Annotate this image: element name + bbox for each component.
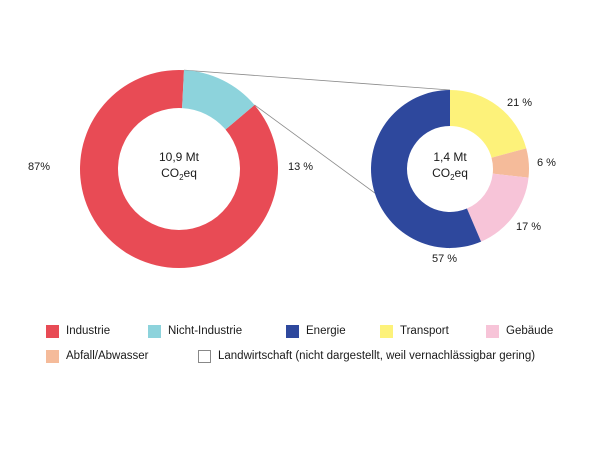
legend-label-transport: Transport: [400, 325, 449, 337]
legend-swatch-industrie: [46, 324, 59, 338]
legend-swatch-abfall: [46, 349, 59, 363]
slice-abfall-abwasser: [491, 148, 529, 178]
label-gebaeude: 17 %: [516, 221, 541, 233]
legend-label-energie: Energie: [306, 325, 346, 337]
slice-industrie: [80, 70, 278, 268]
donut-chart-total: [80, 70, 278, 268]
legend-item-transport: Transport: [380, 324, 486, 338]
label-abfall: 6 %: [537, 157, 556, 169]
legend-item-nicht-industrie: Nicht-Industrie: [148, 324, 286, 338]
legend-swatch-transport: [380, 324, 393, 338]
legend-label-landwirtschaft: Landwirtschaft (nicht dargestellt, weil …: [218, 350, 536, 362]
slice-gebaeude: [466, 173, 529, 242]
legend-item-gebaeude: Gebäude: [486, 324, 576, 338]
legend-label-gebaeude: Gebäude: [506, 325, 554, 337]
legend-item-abfall: Abfall/Abwasser: [46, 349, 198, 363]
legend-row-1: Industrie Nicht-Industrie Energie Transp…: [46, 322, 586, 340]
label-energie: 57 %: [432, 253, 457, 265]
legend-row-2: Abfall/Abwasser Landwirtschaft (nicht da…: [46, 347, 586, 365]
legend-label-abfall: Abfall/Abwasser: [66, 350, 149, 362]
donut1-center-line2: CO2eq: [161, 166, 197, 182]
label-nicht-industrie: 13 %: [288, 161, 313, 173]
slice-nicht-industrie: [182, 70, 255, 130]
slice-energie: [371, 90, 482, 248]
legend-item-industrie: Industrie: [46, 324, 148, 338]
legend-swatch-gebaeude: [486, 324, 499, 338]
legend-item-energie: Energie: [286, 324, 380, 338]
donut-charts: 10,9 Mt CO2eq 1,4 Mt CO2eq 87% 13 % 21 %…: [28, 69, 556, 268]
donut2-center-line2: CO2eq: [432, 166, 468, 182]
legend-swatch-landwirtschaft: [198, 349, 211, 363]
legend-item-landwirtschaft: Landwirtschaft (nicht dargestellt, weil …: [198, 349, 536, 363]
connector-line-top: [183, 69, 451, 91]
legend-label-industrie: Industrie: [66, 325, 111, 337]
label-industrie: 87%: [28, 161, 50, 173]
legend-swatch-nicht-industrie: [148, 324, 161, 338]
legend-swatch-energie: [286, 324, 299, 338]
donut2-center-line1: 1,4 Mt: [433, 150, 467, 164]
label-transport: 21 %: [507, 97, 532, 109]
legend: Industrie Nicht-Industrie Energie Transp…: [46, 322, 586, 372]
donut1-center-line1: 10,9 Mt: [159, 150, 200, 164]
donut-chart-nicht-industrie: [371, 90, 529, 248]
legend-label-nicht-industrie: Nicht-Industrie: [168, 325, 243, 337]
slice-transport: [450, 90, 527, 158]
